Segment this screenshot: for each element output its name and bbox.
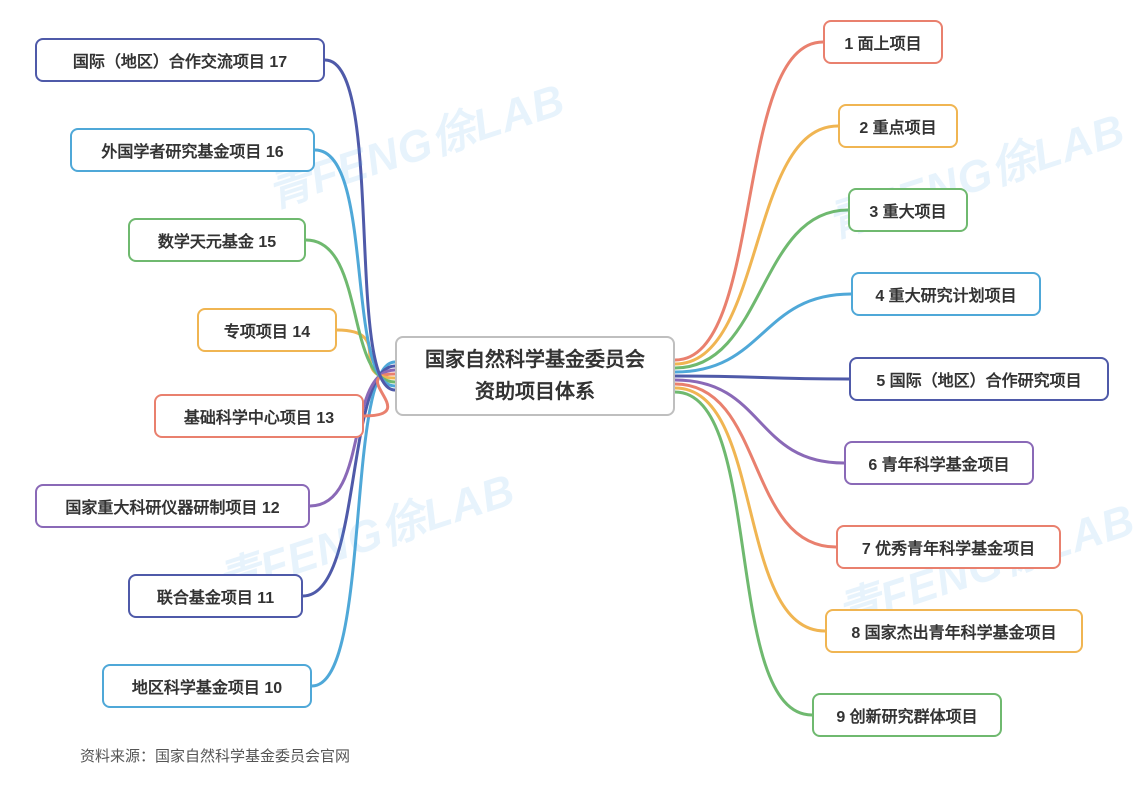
mindmap-node-label: 2 重点项目	[859, 114, 936, 138]
mindmap-node-label: 8 国家杰出青年科学基金项目	[851, 619, 1056, 643]
mindmap-node: 专项项目 14	[197, 308, 337, 352]
mindmap-node-label: 3 重大项目	[869, 198, 946, 222]
center-line1: 国家自然科学基金委员会	[425, 344, 645, 376]
center-line2: 资助项目体系	[425, 376, 645, 408]
mindmap-node-label: 6 青年科学基金项目	[868, 451, 1009, 475]
mindmap-node-label: 国际（地区）合作交流项目 17	[73, 48, 287, 72]
mindmap-node-label: 联合基金项目 11	[157, 584, 274, 608]
mindmap-node-label: 数学天元基金 15	[158, 228, 276, 252]
mindmap-node: 国家重大科研仪器研制项目 12	[35, 484, 310, 528]
mindmap-node: 联合基金项目 11	[128, 574, 303, 618]
edge	[675, 384, 836, 547]
mindmap-node-label: 地区科学基金项目 10	[132, 674, 282, 698]
center-node: 国家自然科学基金委员会 资助项目体系	[395, 336, 675, 416]
source-note: 资料来源：国家自然科学基金委员会官网	[80, 745, 350, 766]
mindmap-node: 1 面上项目	[823, 20, 943, 64]
mindmap-node: 9 创新研究群体项目	[812, 693, 1002, 737]
mindmap-node: 基础科学中心项目 13	[154, 394, 364, 438]
mindmap-node: 外国学者研究基金项目 16	[70, 128, 315, 172]
mindmap-node-label: 5 国际（地区）合作研究项目	[876, 367, 1081, 391]
mindmap-node-label: 国家重大科研仪器研制项目 12	[65, 494, 279, 518]
mindmap-node: 7 优秀青年科学基金项目	[836, 525, 1061, 569]
mindmap-node-label: 专项项目 14	[224, 318, 310, 342]
mindmap-node-label: 7 优秀青年科学基金项目	[862, 535, 1035, 559]
mindmap-node-label: 4 重大研究计划项目	[875, 282, 1016, 306]
edge	[675, 294, 851, 372]
mindmap-node-label: 基础科学中心项目 13	[184, 404, 334, 428]
mindmap-node: 数学天元基金 15	[128, 218, 306, 262]
mindmap-node: 国际（地区）合作交流项目 17	[35, 38, 325, 82]
mindmap-node: 5 国际（地区）合作研究项目	[849, 357, 1109, 401]
mindmap-node: 3 重大项目	[848, 188, 968, 232]
mindmap-node: 6 青年科学基金项目	[844, 441, 1034, 485]
mindmap-node-label: 1 面上项目	[844, 30, 921, 54]
mindmap-node: 2 重点项目	[838, 104, 958, 148]
mindmap-node-label: 9 创新研究群体项目	[836, 703, 977, 727]
edge	[675, 380, 844, 463]
mindmap-node: 4 重大研究计划项目	[851, 272, 1041, 316]
edge	[675, 376, 849, 379]
mindmap-node-label: 外国学者研究基金项目 16	[101, 138, 283, 162]
mindmap-node: 地区科学基金项目 10	[102, 664, 312, 708]
mindmap-node: 8 国家杰出青年科学基金项目	[825, 609, 1083, 653]
